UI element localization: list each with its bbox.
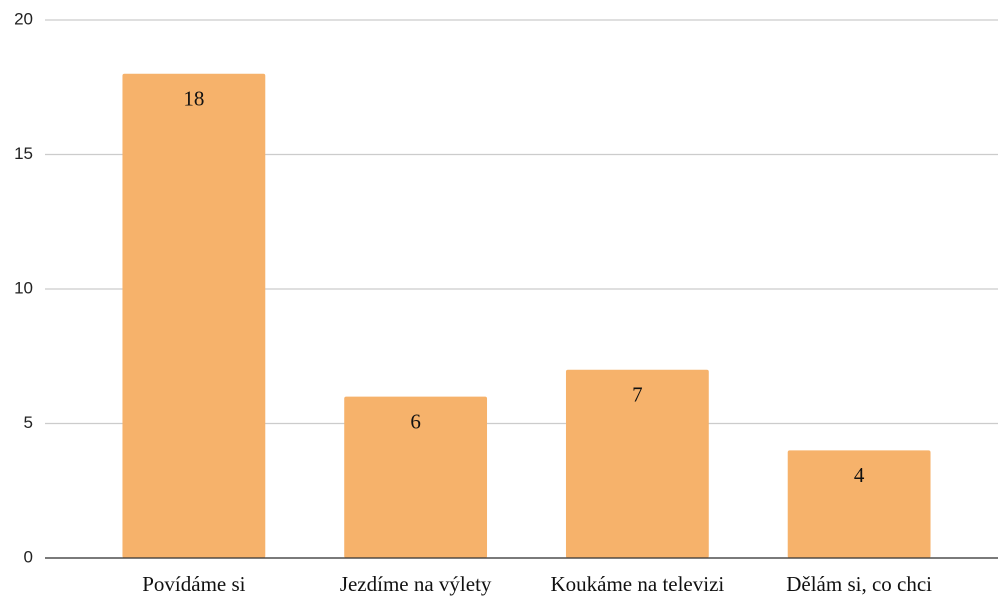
bar	[344, 396, 488, 558]
x-tick-label: Povídáme si	[142, 572, 245, 596]
data-label: 18	[183, 87, 204, 111]
data-label: 7	[632, 383, 643, 407]
x-tick-label: Koukáme na televizi	[550, 572, 724, 596]
y-tick-label: 15	[14, 144, 33, 163]
y-tick-label: 10	[14, 278, 33, 297]
y-tick-label: 5	[24, 413, 33, 432]
y-tick-label: 0	[24, 547, 33, 566]
x-tick-label: Jezdíme na výlety	[340, 572, 492, 596]
data-label: 6	[410, 409, 421, 433]
bar	[122, 73, 266, 559]
bar	[787, 450, 931, 558]
x-tick-label: Dělám si, co chci	[786, 572, 932, 596]
data-label: 4	[854, 463, 865, 487]
bar	[565, 369, 709, 558]
y-tick-label: 20	[14, 9, 33, 28]
